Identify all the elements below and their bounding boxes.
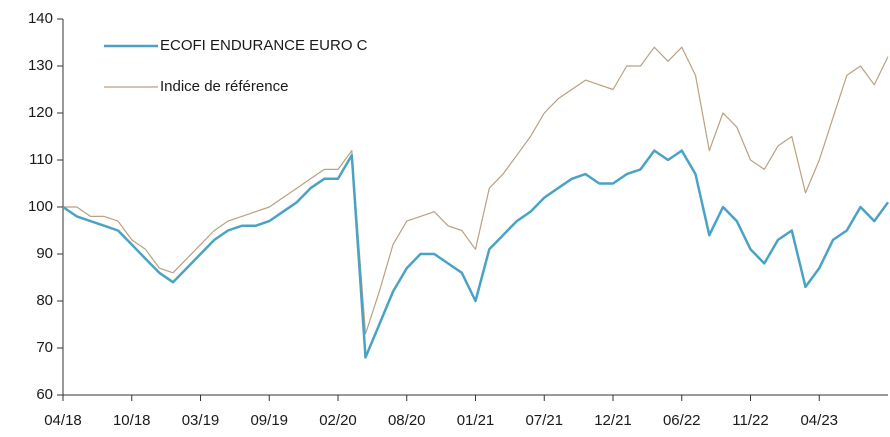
y-tick-label: 60: [36, 386, 53, 403]
x-tick-label: 08/20: [388, 412, 426, 429]
x-tick-label: 03/19: [182, 412, 220, 429]
x-tick-label: 07/21: [525, 412, 563, 429]
y-tick-label: 140: [28, 10, 53, 27]
x-tick-label: 09/19: [250, 412, 288, 429]
y-tick-label: 110: [29, 151, 53, 168]
y-tick-label: 90: [36, 245, 53, 262]
x-tick-label: 12/21: [594, 412, 632, 429]
x-tick-label: 06/22: [663, 412, 701, 429]
series-line: [62, 149, 890, 359]
x-tick-label: 11/22: [732, 412, 768, 429]
x-tick-label: 02/20: [319, 412, 357, 429]
legend-label: ECOFI ENDURANCE EURO C: [160, 37, 368, 54]
y-tick-label: 80: [36, 292, 53, 309]
legend-label: Indice de référence: [160, 78, 288, 95]
x-tick-label: 10/18: [113, 412, 151, 429]
y-tick-label: 130: [28, 57, 53, 74]
x-tick-label: 04/23: [800, 412, 838, 429]
x-tick-label: 04/18: [44, 412, 82, 429]
y-tick-label: 70: [36, 339, 53, 356]
x-tick-label: 01/21: [457, 412, 495, 429]
y-tick-label: 100: [28, 198, 53, 215]
series-line: [63, 46, 889, 335]
y-tick-label: 120: [28, 104, 53, 121]
